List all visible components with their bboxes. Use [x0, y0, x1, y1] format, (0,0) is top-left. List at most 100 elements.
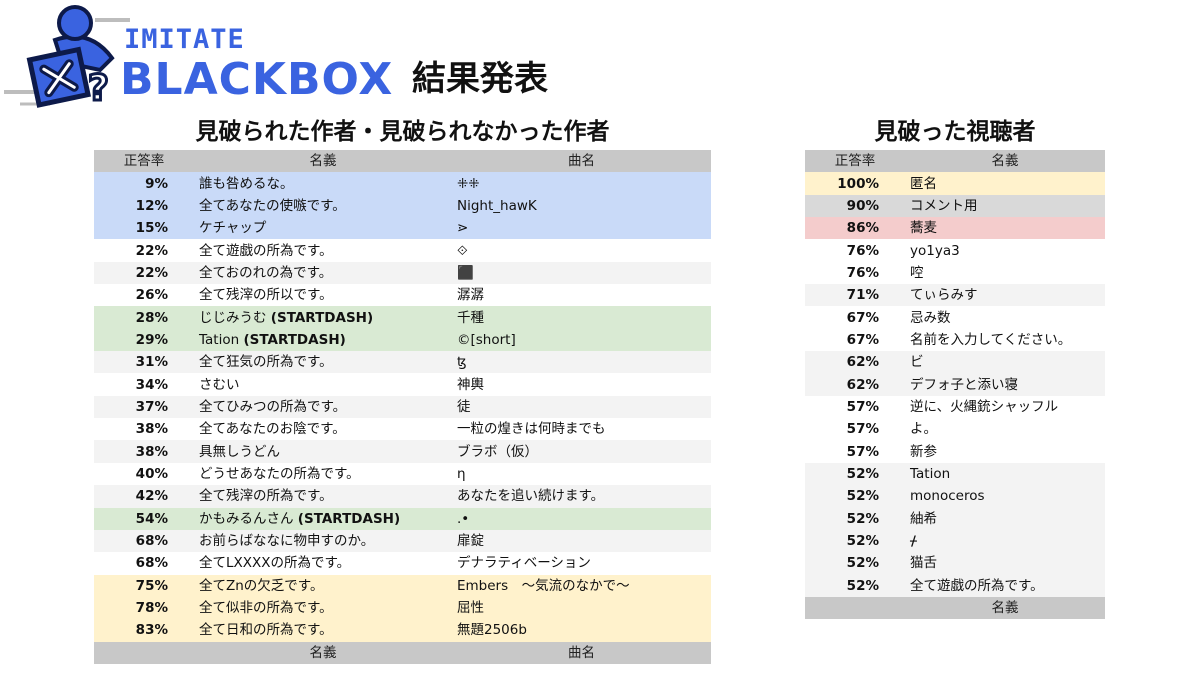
name-cell: 全て残滓の所以です。 [194, 284, 452, 307]
table-row: 12% 全てあなたの使嗾です。 Night_hawK [94, 194, 711, 218]
table-row: 42% 全て残滓の所為です。 あなたを追い続けます。 [94, 485, 711, 508]
pct-cell: 22% [94, 239, 194, 262]
table-row: 29% Tation (STARTDASH) ©[short] [94, 328, 711, 352]
pct-cell: 29% [94, 328, 194, 352]
table-row: 75% 全てZnの欠乏です。 Embers ～気流のなかで～ [94, 574, 711, 597]
song-cell: 屈性 [452, 596, 711, 620]
pct-cell: 52% [805, 462, 905, 486]
table-footer-row: 名義 [805, 596, 1105, 620]
song-cell: Night_hawK [452, 194, 711, 218]
header-name: 名義 [905, 150, 1105, 173]
name-cell: 全て日和の所為です。 [194, 619, 452, 642]
pct-cell: 57% [805, 395, 905, 419]
table-row: 62% ビ [805, 351, 1105, 374]
pct-cell: 28% [94, 306, 194, 329]
name-cell: ケチャップ [194, 217, 452, 240]
pct-cell: 62% [805, 351, 905, 374]
left-section-title: 見破られた作者・見破られなかった作者 [195, 119, 610, 145]
name-cell: 新参 [905, 440, 1105, 463]
right-section-title: 見破った視聴者 [874, 119, 1036, 145]
name-cell: 具無しうどん [194, 440, 452, 463]
pct-cell: 52% [805, 552, 905, 575]
pct-cell: 100% [805, 172, 905, 195]
pct-cell: 62% [805, 373, 905, 396]
pct-cell: 83% [94, 619, 194, 642]
name-cell: 匿名 [905, 172, 1105, 195]
pct-cell: 67% [805, 328, 905, 352]
song-cell: 神輿 [452, 373, 711, 396]
header-name: 名義 [194, 150, 452, 173]
table-header-row: 正答率 名義 曲名 [94, 150, 711, 173]
song-cell: 扉錠 [452, 529, 711, 553]
table-row: 52% Tation [805, 462, 1105, 486]
pct-cell: 57% [805, 440, 905, 463]
table-header-row: 正答率 名義 [805, 150, 1105, 173]
song-cell: ꜩ [452, 351, 711, 374]
pct-cell: 90% [805, 194, 905, 218]
table-row: 71% てぃらみす [805, 284, 1105, 307]
table-row: 52% ᚋ [805, 529, 1105, 553]
table-row: 57% 新参 [805, 440, 1105, 463]
pct-cell: 75% [94, 574, 194, 597]
name-cell: 全て残滓の所為です。 [194, 485, 452, 508]
name-cell: デフォ子と添い寝 [905, 373, 1105, 396]
table-row: 40% どうせあなたの所為です。 η [94, 462, 711, 486]
footer-pct [94, 641, 194, 664]
footer-pct [805, 596, 905, 620]
table-row: 15% ケチャップ ⋗ [94, 217, 711, 240]
table-row: 52% 全て遊戯の所為です。 [805, 574, 1105, 597]
table-row: 22% 全て遊戯の所為です。 ⟐ [94, 239, 711, 262]
footer-name: 名義 [194, 641, 452, 664]
pct-cell: 68% [94, 552, 194, 575]
pct-cell: 9% [94, 172, 194, 195]
song-cell: 一粒の煌きは何時までも [452, 418, 711, 441]
table-row: 34% さむい 神輿 [94, 373, 711, 396]
table-row: 52% 猫舌 [805, 552, 1105, 575]
table-row: 83% 全て日和の所為です。 無題2506b [94, 619, 711, 642]
header-pct: 正答率 [94, 150, 194, 173]
name-cell: じじみうむ (STARTDASH) [194, 306, 452, 329]
table-row: 67% 名前を入力してください。 [805, 328, 1105, 352]
authors-table: 正答率 名義 曲名 9% 誰も咎めるな。 ⁜⁜ 12% 全てあなたの使嗾です。 Night… [94, 150, 711, 664]
table-row: 37% 全てひみつの所為です。徒 [94, 395, 711, 419]
table-row: 100% 匿名 [805, 172, 1105, 195]
footer-name: 名義 [905, 596, 1105, 620]
song-cell: Embers ～気流のなかで～ [452, 574, 711, 597]
table-row: 26% 全て残滓の所以です。 潺潺 [94, 284, 711, 307]
table-row: 68% お前らばななに物申すのか。 扉錠 [94, 529, 711, 553]
pct-cell: 67% [805, 306, 905, 329]
pct-cell: 54% [94, 507, 194, 530]
logo-blackbox-text: BLACKBOX [120, 54, 394, 105]
song-cell: あなたを追い続けます。 [452, 485, 711, 508]
viewers-table: 正答率 名義 100% 匿名 90% コメント用 86% 蕎麦 76% yo1ya3 76% 啌 7… [805, 150, 1105, 620]
name-cell: さむい [194, 373, 452, 396]
name-cell: 全て遊戯の所為です。 [194, 239, 452, 262]
name-cell: 全てあなたのお陰です。 [194, 418, 452, 441]
logo-mascot-icon: ? [4, 5, 130, 111]
table-row: 52% monoceros [805, 485, 1105, 508]
name-cell: 全てあなたの使嗾です。 [194, 194, 452, 218]
name-cell: monoceros [905, 485, 1105, 508]
page-title: 結果発表 [412, 59, 548, 99]
song-cell: 徒 [452, 395, 711, 419]
pct-cell: 57% [805, 418, 905, 441]
table-row: 54% かもみるんさん (STARTDASH) .• [94, 507, 711, 530]
table-row: 76% 啌 [805, 261, 1105, 285]
song-cell: .• [452, 507, 711, 530]
pct-cell: 86% [805, 217, 905, 240]
song-cell: 無題2506b [452, 619, 711, 642]
logo: ? IMITATE BLACKBOX 結果発表 [0, 0, 600, 120]
table-row: 22% 全ておのれの為です。 ⬛ [94, 261, 711, 285]
name-cell: yo1ya3 [905, 239, 1105, 262]
name-cell: 全てひみつの所為です。 [194, 395, 452, 419]
table-row: 28% じじみうむ (STARTDASH) 千種 [94, 306, 711, 329]
name-cell: お前らばななに物申すのか。 [194, 529, 452, 553]
song-cell: η [452, 462, 711, 486]
name-cell: 猫舌 [905, 552, 1105, 575]
table-row: 38% 具無しうどん ブラボ（仮） [94, 440, 711, 463]
name-cell: てぃらみす [905, 284, 1105, 307]
song-cell: 潺潺 [452, 284, 711, 307]
table-row: 57% よ。 [805, 418, 1105, 441]
pct-cell: 71% [805, 284, 905, 307]
name-cell: ᚋ [905, 529, 1105, 553]
